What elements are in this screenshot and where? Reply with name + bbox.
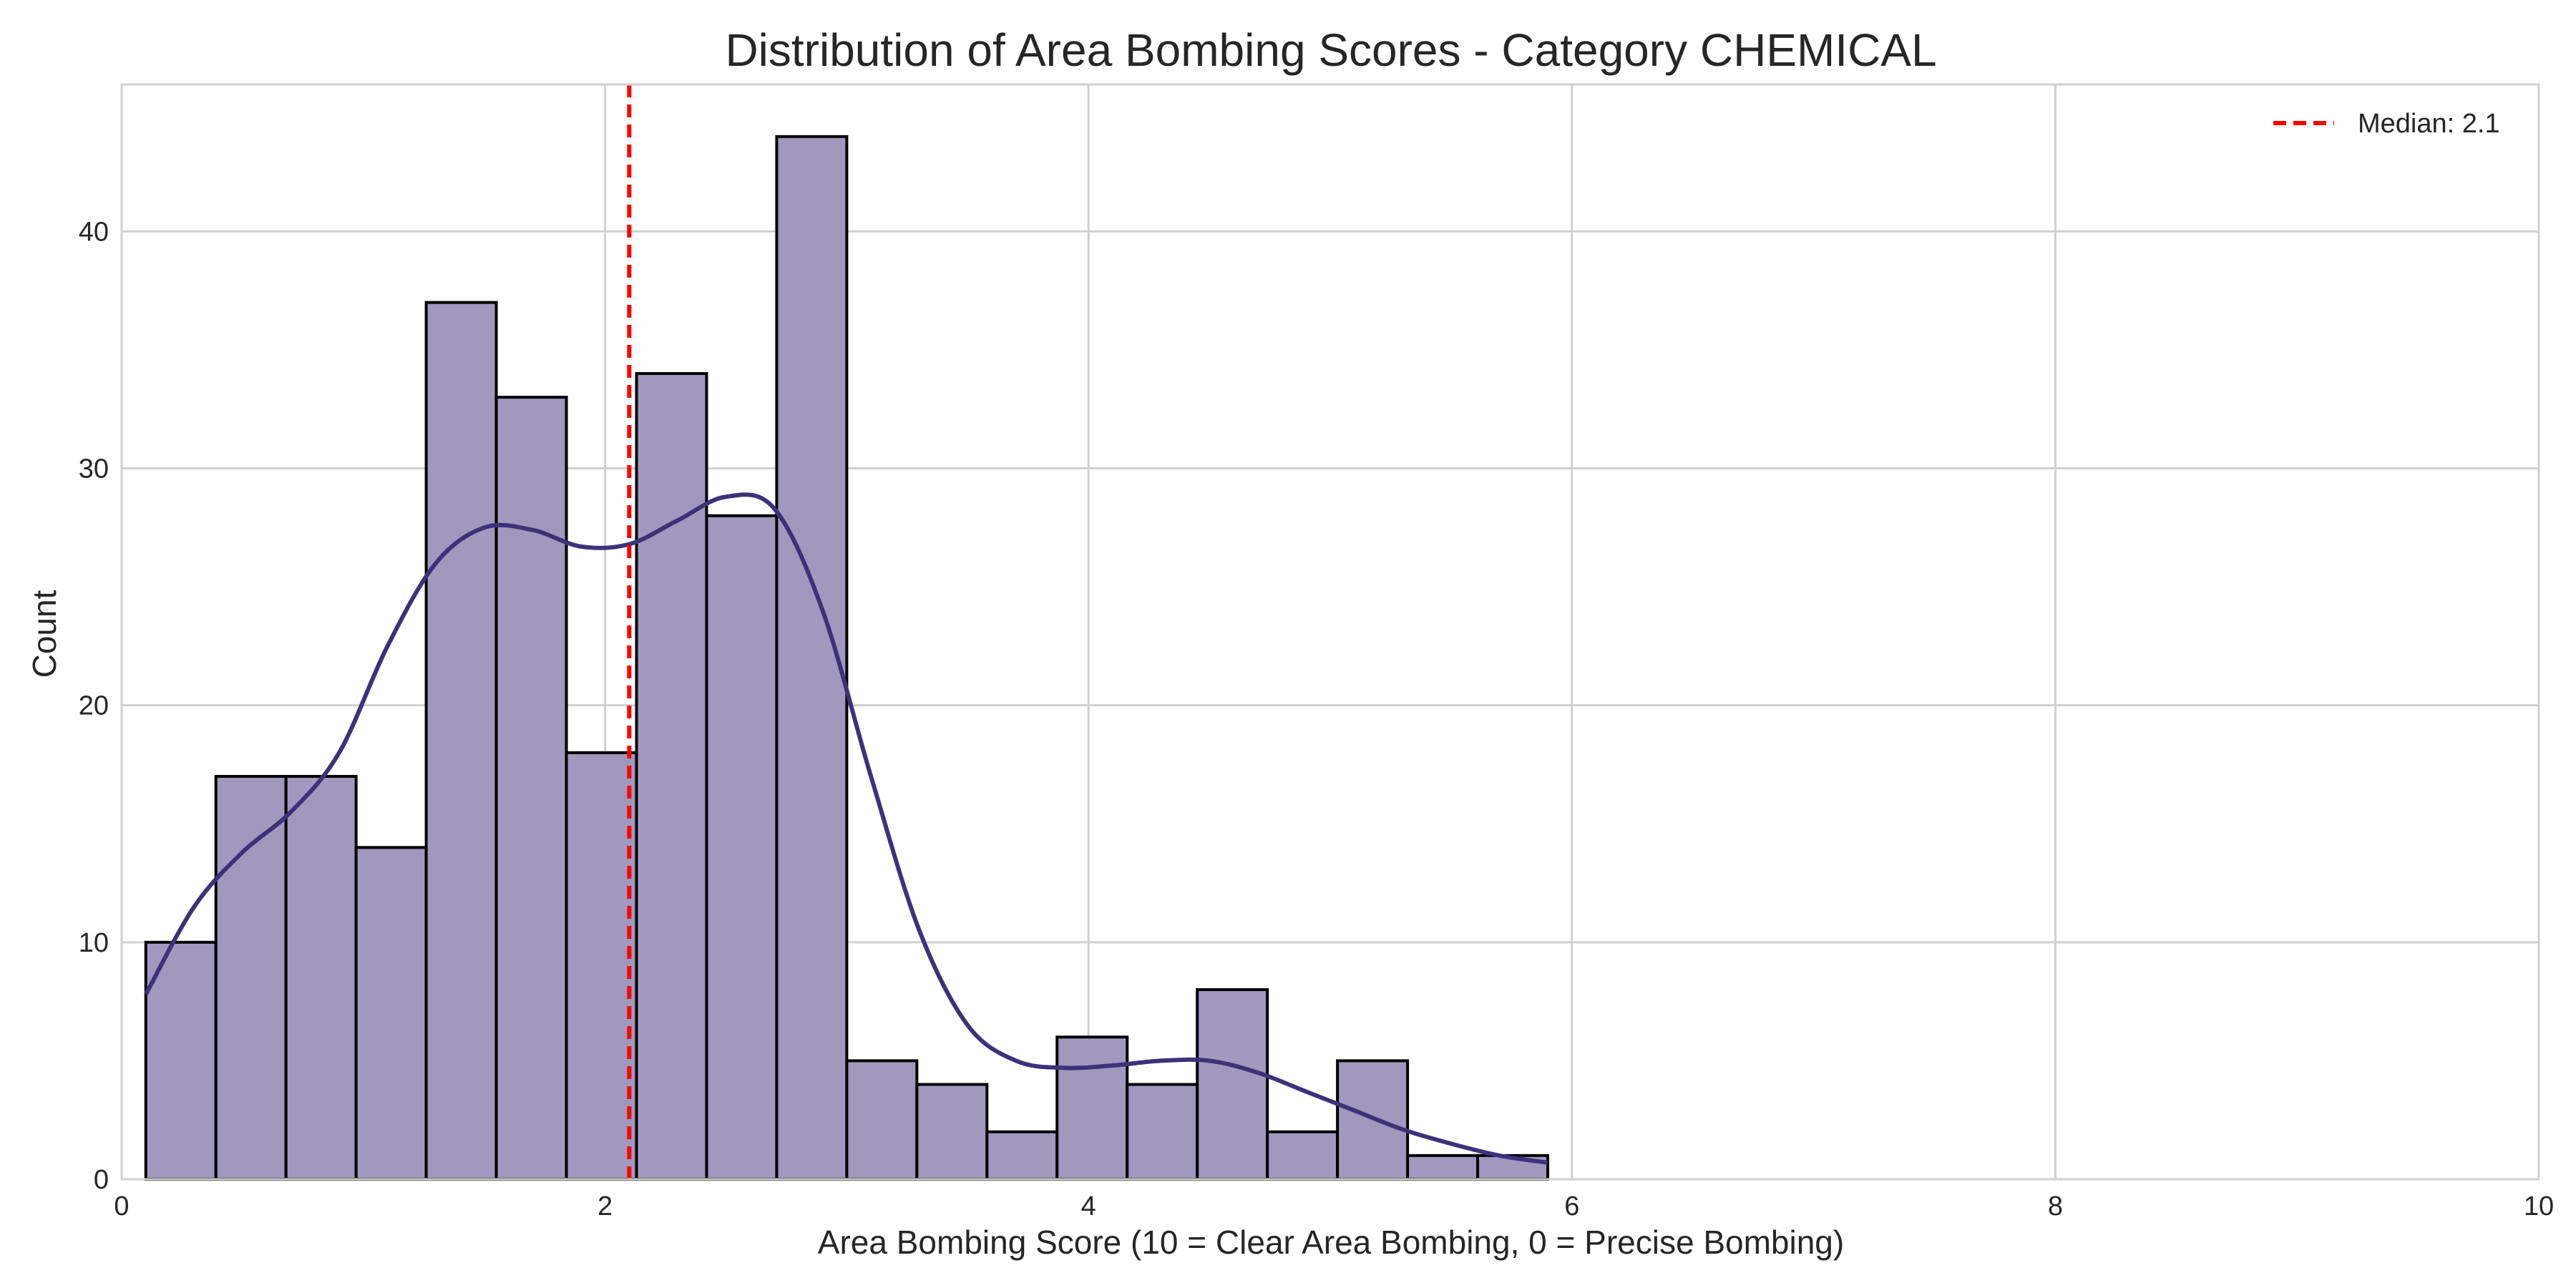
y-axis-label: Count bbox=[26, 590, 63, 678]
x-tick-label-2: 4 bbox=[1081, 1191, 1096, 1221]
y-tick-label-3: 30 bbox=[79, 454, 109, 484]
histogram-bar-10 bbox=[845, 1059, 919, 1181]
x-tick-label-3: 6 bbox=[1564, 1191, 1579, 1221]
y-tick-label-2: 20 bbox=[79, 691, 109, 721]
histogram-bar-5 bbox=[494, 396, 568, 1181]
histogram-bar-12 bbox=[985, 1130, 1059, 1181]
kde-curve bbox=[144, 492, 1548, 1165]
plot-frame bbox=[120, 83, 2540, 1181]
legend: Median: 2.1 bbox=[2273, 109, 2500, 139]
y-tick-label-4: 40 bbox=[79, 217, 109, 247]
kde-layer bbox=[144, 492, 1548, 1165]
y-tick-label-0: 0 bbox=[94, 1165, 109, 1195]
chart-title: Distribution of Area Bombing Scores - Ca… bbox=[725, 24, 1936, 76]
histogram-bar-7 bbox=[635, 372, 708, 1181]
x-tick-label-0: 0 bbox=[114, 1191, 129, 1221]
tick-layer: 0 2 4 6 8 10 0 10 20 30 40 bbox=[79, 217, 2554, 1221]
histogram-bar-4 bbox=[424, 301, 498, 1181]
histogram-bar-11 bbox=[915, 1083, 989, 1181]
x-tick-label-1: 2 bbox=[597, 1191, 613, 1221]
histogram-bar-2 bbox=[284, 775, 358, 1181]
histogram-bar-3 bbox=[354, 846, 428, 1181]
histogram-bar-18 bbox=[1406, 1153, 1480, 1181]
histogram-bar-9 bbox=[775, 135, 849, 1181]
histogram-bar-13 bbox=[1055, 1035, 1129, 1181]
histogram-bar-15 bbox=[1196, 988, 1269, 1181]
x-tick-label-5: 10 bbox=[2524, 1191, 2554, 1221]
legend-median-label: Median: 2.1 bbox=[2358, 109, 2500, 139]
x-tick-label-4: 8 bbox=[2048, 1191, 2063, 1221]
histogram-bar-16 bbox=[1266, 1130, 1340, 1181]
histogram-bar-14 bbox=[1126, 1083, 1199, 1181]
y-tick-label-1: 10 bbox=[79, 928, 109, 958]
histogram-bar-6 bbox=[565, 751, 638, 1181]
x-axis-label: Area Bombing Score (10 = Clear Area Bomb… bbox=[818, 1224, 1844, 1261]
histogram-bar-8 bbox=[705, 514, 779, 1181]
bar-layer bbox=[144, 135, 1550, 1181]
histogram-bar-1 bbox=[214, 775, 288, 1181]
